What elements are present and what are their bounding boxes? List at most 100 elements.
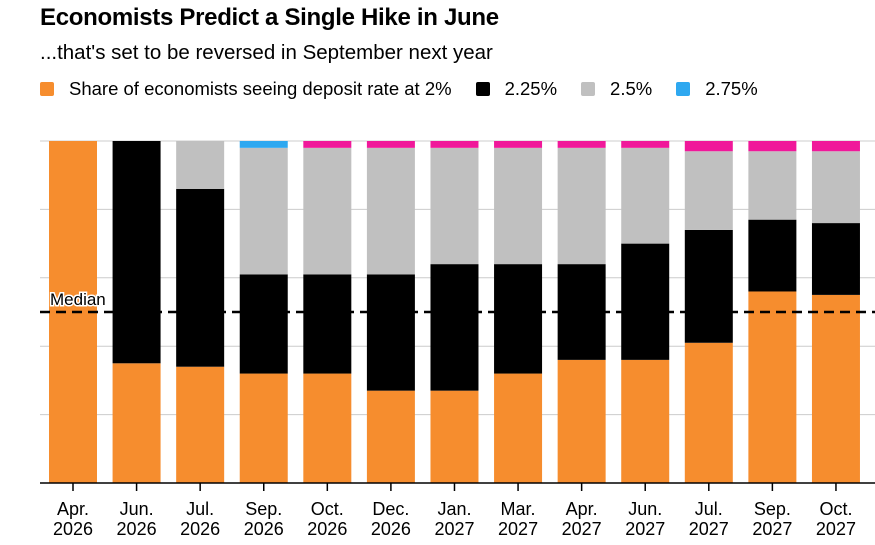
x-tick-label-year: 2027 (498, 519, 538, 539)
bar-segment-series-0 (748, 291, 797, 483)
bar-segment-series-0 (176, 366, 225, 483)
bar-stack (748, 141, 797, 483)
x-tick-label-year: 2027 (434, 519, 474, 539)
x-tick-label-month: Dec. (372, 499, 409, 519)
bar-segment-series-1 (748, 219, 797, 292)
bar-segment-series-4 (494, 141, 543, 148)
bar-segment-series-2 (557, 147, 606, 265)
bar-stack (366, 141, 415, 483)
bar-segment-series-4 (811, 141, 860, 152)
legend-swatch-2-5pct (581, 82, 596, 96)
bar-segment-series-1 (494, 264, 543, 374)
bar-segment-series-0 (112, 363, 161, 483)
chart-title: Economists Predict a Single Hike in June (40, 4, 499, 31)
legend-swatch-2-75pct (676, 82, 691, 96)
bar-stack (557, 141, 606, 483)
bar-segment-series-1 (621, 243, 670, 360)
legend-swatch-2pct (40, 82, 54, 96)
bar-segment-series-2 (811, 151, 860, 224)
x-tick-label-month: Mar. (501, 499, 536, 519)
bar-segment-series-3 (239, 141, 288, 148)
x-tick-label-year: 2026 (53, 519, 93, 539)
bar-stack (303, 141, 352, 483)
bar-segment-series-1 (684, 229, 733, 343)
x-tick-label-year: 2026 (180, 519, 220, 539)
x-tick-label-month: Jun. (628, 499, 662, 519)
legend-swatch-2-25pct (475, 82, 490, 96)
x-tick-label-year: 2026 (117, 519, 157, 539)
bar-segment-series-4 (557, 141, 606, 148)
bar-segment-series-2 (430, 147, 479, 265)
x-axis: Apr.2026Jun.2026Jul.2026Sep.2026Oct.2026… (40, 482, 875, 539)
bar-segment-series-0 (621, 359, 670, 483)
bar-stack (239, 141, 288, 483)
x-tick-label-month: Apr. (566, 499, 598, 519)
bar-segment-series-1 (430, 264, 479, 391)
x-tick-label-year: 2026 (244, 519, 284, 539)
bar-segment-series-2 (748, 151, 797, 220)
x-tick-label-year: 2026 (371, 519, 411, 539)
bar-segment-series-4 (748, 141, 797, 152)
x-tick-label-month: Jul. (695, 499, 723, 519)
bar-stack (176, 141, 225, 483)
bar-stack (494, 141, 543, 483)
legend-label-2-75pct: 2.75% (705, 78, 758, 99)
x-tick-label-year: 2027 (562, 519, 602, 539)
bar-segment-series-0 (303, 373, 352, 483)
bar-segment-series-0 (684, 342, 733, 483)
legend: Share of economists seeing deposit rate … (40, 78, 782, 100)
bar-segment-series-1 (239, 274, 288, 374)
bar-stack (430, 141, 479, 483)
median-label: Median (50, 290, 106, 309)
legend-label-2-5pct: 2.5% (610, 78, 653, 99)
bar-segment-series-1 (176, 188, 225, 367)
bar-segment-series-0 (811, 294, 860, 483)
x-tick-label-year: 2027 (625, 519, 665, 539)
bar-segment-series-0 (494, 373, 543, 483)
bar-segment-series-4 (366, 141, 415, 148)
bar-segment-series-0 (557, 359, 606, 483)
bar-segment-series-0 (430, 390, 479, 483)
bar-segment-series-4 (684, 141, 733, 152)
bar-segment-series-1 (366, 274, 415, 391)
bar-segment-series-2 (239, 147, 288, 275)
x-tick-label-month: Sep. (245, 499, 282, 519)
bar-segment-series-2 (494, 147, 543, 265)
bar-segment-series-2 (303, 147, 352, 275)
legend-item-2pct: Share of economists seeing deposit rate … (40, 78, 452, 100)
median-line-group: Median (40, 289, 875, 314)
legend-item-2-5pct: 2.5% (581, 78, 652, 100)
x-tick-label-month: Oct. (311, 499, 344, 519)
bar-segment-series-2 (684, 151, 733, 230)
bar-segment-series-2 (366, 147, 415, 275)
bar-stack (621, 141, 670, 483)
bar-stack (112, 141, 161, 483)
x-tick-label-month: Jan. (437, 499, 471, 519)
bar-segment-series-1 (557, 264, 606, 360)
bar-segment-series-4 (303, 141, 352, 148)
bar-segment-series-4 (621, 141, 670, 148)
bar-segment-series-1 (303, 274, 352, 374)
bar-segment-series-2 (621, 147, 670, 244)
bar-segment-series-0 (239, 373, 288, 483)
bar-segment-series-4 (430, 141, 479, 148)
x-tick-label-year: 2027 (816, 519, 856, 539)
x-tick-label-month: Sep. (754, 499, 791, 519)
x-tick-label-year: 2027 (689, 519, 729, 539)
legend-item-2-75pct: 2.75% (676, 78, 758, 100)
bar-segment-series-2 (176, 141, 225, 189)
legend-label-2pct: Share of economists seeing deposit rate … (69, 78, 452, 99)
bar-stack (811, 141, 860, 483)
legend-label-2-25pct: 2.25% (504, 78, 558, 99)
bar-segment-series-0 (366, 390, 415, 483)
x-tick-label-month: Oct. (819, 499, 852, 519)
legend-item-2-25pct: 2.25% (475, 78, 558, 100)
bar-segment-series-1 (112, 141, 161, 364)
x-tick-label-month: Apr. (57, 499, 89, 519)
x-tick-label-month: Jul. (186, 499, 214, 519)
chart-subtitle: ...that's set to be reversed in Septembe… (40, 41, 493, 64)
bar-stack (684, 141, 733, 483)
x-tick-label-month: Jun. (120, 499, 154, 519)
x-tick-label-year: 2026 (307, 519, 347, 539)
